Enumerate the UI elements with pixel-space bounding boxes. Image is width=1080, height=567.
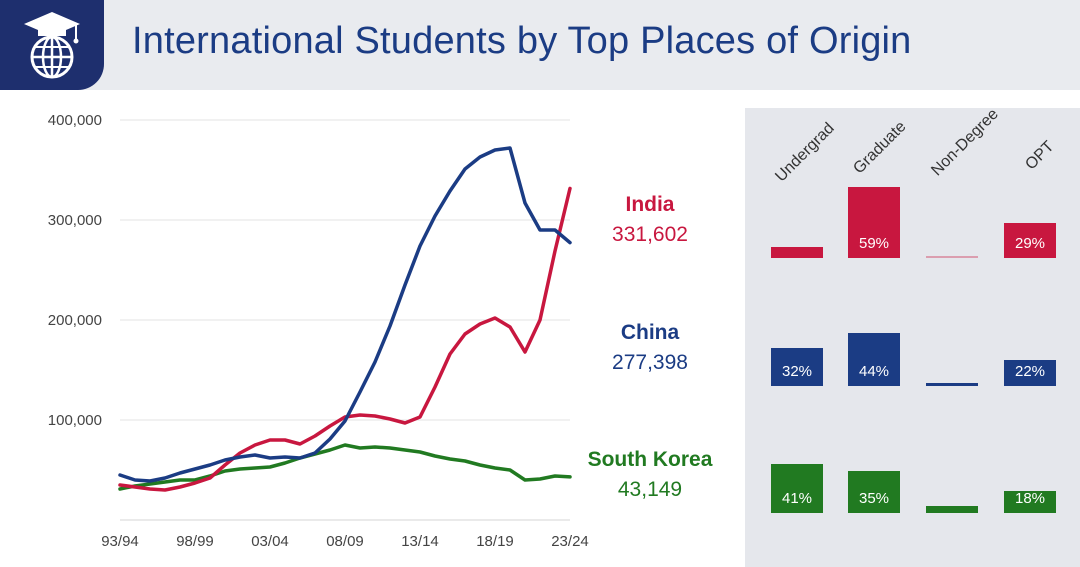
column-header-graduate: Graduate xyxy=(850,118,910,178)
bar-value-label: 59% xyxy=(858,234,890,252)
header-bar: International Students by Top Places of … xyxy=(0,0,1080,90)
bar-south-korea-non-degree xyxy=(926,505,978,513)
logo xyxy=(0,0,104,90)
y-tick-label: 100,000 xyxy=(48,412,102,429)
bar-south-korea-graduate: 35% xyxy=(848,471,900,513)
bar-value-label: 22% xyxy=(1014,362,1046,380)
bar-india-opt: 29% xyxy=(1004,223,1056,258)
column-header-opt: OPT xyxy=(1022,138,1058,174)
bar-india-graduate: 59% xyxy=(848,187,900,258)
callout-south-korea: South Korea 43,149 xyxy=(575,445,725,505)
bar-value-label: 18% xyxy=(1014,489,1046,507)
callout-china: China 277,398 xyxy=(575,318,725,378)
series-line-china xyxy=(118,146,572,483)
bar-south-korea-undergrad: 41% xyxy=(771,463,823,513)
bar-value-label: 35% xyxy=(858,490,890,507)
x-tick-label: 08/09 xyxy=(326,533,364,550)
bar-value-label: 44% xyxy=(858,362,890,380)
bar-india-non-degree xyxy=(926,256,978,258)
x-tick-label: 18/19 xyxy=(476,533,514,550)
callout-name: India xyxy=(625,193,675,216)
bar-value-label: 29% xyxy=(1014,234,1046,252)
bar-china-undergrad: 32% xyxy=(771,347,823,386)
bar-india-undergrad xyxy=(771,247,823,258)
bar-value-label: 32% xyxy=(781,362,813,380)
callout-india: India 331,602 xyxy=(575,190,725,250)
line-chart: 100,000 200,000 300,000 400,000 93/94 98/99 03… xyxy=(0,90,745,567)
callout-value: 277,398 xyxy=(612,351,688,374)
breakdown-panel: Undergrad Graduate Non-Degree OPT 59% 29%… xyxy=(745,105,1080,567)
x-tick-label: 98/99 xyxy=(176,533,214,550)
column-header-non-degree: Non-Degree xyxy=(928,105,1002,180)
y-tick-label: 400,000 xyxy=(48,112,102,129)
page-title: International Students by Top Places of … xyxy=(132,20,912,62)
x-tick-label: 93/94 xyxy=(101,533,139,550)
y-tick-label: 200,000 xyxy=(48,312,102,329)
graduation-cap-globe-icon xyxy=(24,12,80,79)
y-tick-label: 300,000 xyxy=(48,212,102,229)
series-line-india xyxy=(118,186,572,492)
column-header-undergrad: Undergrad xyxy=(772,119,838,186)
bar-china-non-degree xyxy=(926,383,978,386)
callout-value: 331,602 xyxy=(612,223,688,246)
x-tick-label: 23/24 xyxy=(551,533,589,550)
bar-china-graduate: 44% xyxy=(848,333,900,386)
x-tick-label: 13/14 xyxy=(401,533,439,550)
bar-value-label: 41% xyxy=(781,489,813,507)
callout-name: South Korea xyxy=(587,448,713,471)
bar-china-opt: 22% xyxy=(1004,359,1056,386)
callout-name: China xyxy=(620,321,680,344)
x-tick-label: 03/04 xyxy=(251,533,289,550)
line-chart-svg: 100,000 200,000 300,000 400,000 93/94 98/99 03… xyxy=(48,112,589,550)
series-line-south-korea xyxy=(118,443,572,491)
callout-value: 43,149 xyxy=(617,478,683,501)
bar-south-korea-opt: 18% xyxy=(1004,489,1056,513)
